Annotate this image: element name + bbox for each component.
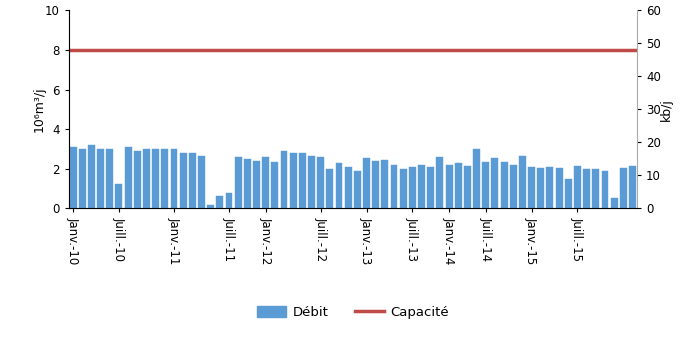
- Bar: [125, 147, 132, 208]
- Bar: [262, 157, 269, 208]
- Bar: [510, 165, 516, 208]
- Bar: [290, 153, 297, 208]
- Bar: [116, 185, 123, 208]
- Bar: [427, 167, 434, 208]
- Bar: [547, 167, 553, 208]
- Bar: [225, 193, 232, 208]
- Y-axis label: kb/j: kb/j: [660, 98, 673, 121]
- Bar: [97, 149, 104, 208]
- Bar: [143, 149, 150, 208]
- Bar: [363, 158, 370, 208]
- Bar: [162, 149, 169, 208]
- Bar: [528, 167, 535, 208]
- Bar: [418, 165, 425, 208]
- Bar: [354, 171, 361, 208]
- Bar: [134, 151, 140, 208]
- Bar: [620, 168, 627, 208]
- Bar: [207, 205, 214, 208]
- Bar: [345, 167, 351, 208]
- Bar: [70, 147, 77, 208]
- Bar: [455, 163, 462, 208]
- Bar: [409, 167, 416, 208]
- Bar: [473, 149, 480, 208]
- Bar: [556, 168, 562, 208]
- Bar: [179, 153, 186, 208]
- Bar: [382, 160, 388, 208]
- Bar: [519, 156, 526, 208]
- Bar: [501, 162, 508, 208]
- Bar: [436, 157, 443, 208]
- Bar: [79, 149, 86, 208]
- Bar: [583, 169, 590, 208]
- Y-axis label: 10⁶m³/j: 10⁶m³/j: [33, 86, 45, 132]
- Bar: [400, 169, 407, 208]
- Bar: [253, 161, 260, 208]
- Bar: [336, 163, 342, 208]
- Bar: [198, 156, 205, 208]
- Bar: [482, 162, 489, 208]
- Bar: [565, 178, 572, 208]
- Bar: [271, 162, 278, 208]
- Bar: [390, 165, 397, 208]
- Bar: [106, 149, 113, 208]
- Bar: [216, 196, 223, 208]
- Bar: [446, 165, 453, 208]
- Bar: [372, 161, 379, 208]
- Bar: [537, 168, 544, 208]
- Bar: [611, 198, 618, 208]
- Bar: [491, 158, 499, 208]
- Bar: [601, 171, 608, 208]
- Bar: [171, 149, 177, 208]
- Bar: [244, 159, 251, 208]
- Bar: [235, 157, 242, 208]
- Bar: [574, 166, 581, 208]
- Bar: [593, 169, 599, 208]
- Bar: [299, 153, 306, 208]
- Bar: [464, 166, 471, 208]
- Bar: [308, 156, 315, 208]
- Bar: [152, 149, 159, 208]
- Bar: [88, 145, 95, 208]
- Legend: Débit, Capacité: Débit, Capacité: [251, 300, 454, 324]
- Bar: [327, 169, 334, 208]
- Bar: [281, 151, 288, 208]
- Bar: [317, 157, 324, 208]
- Bar: [629, 166, 636, 208]
- Bar: [189, 153, 196, 208]
